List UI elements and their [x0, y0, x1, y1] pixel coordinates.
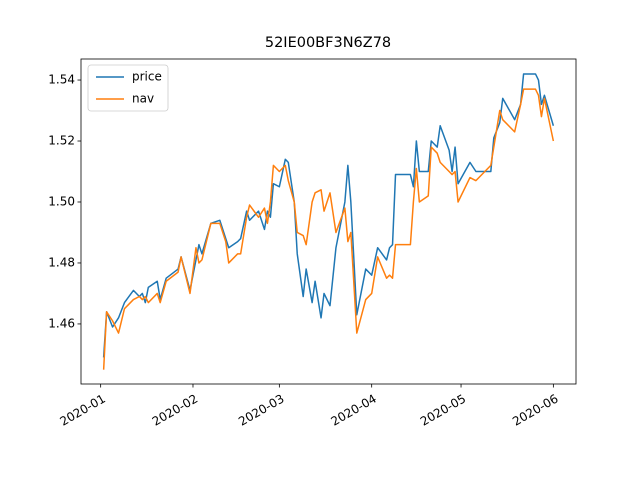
y-tick-label: 1.48: [48, 255, 75, 269]
legend-label: nav: [132, 92, 154, 106]
chart-title: 52IE00BF3N6Z78: [265, 35, 391, 51]
line-series: [102, 88, 555, 370]
y-tick-label: 1.54: [48, 73, 75, 87]
y-tick-label: 1.50: [48, 194, 75, 208]
plot-frame: [80, 58, 577, 385]
y-tick-label: 1.46: [48, 316, 75, 330]
legend-label: price: [132, 70, 162, 84]
y-tick-label: 1.52: [48, 134, 75, 148]
